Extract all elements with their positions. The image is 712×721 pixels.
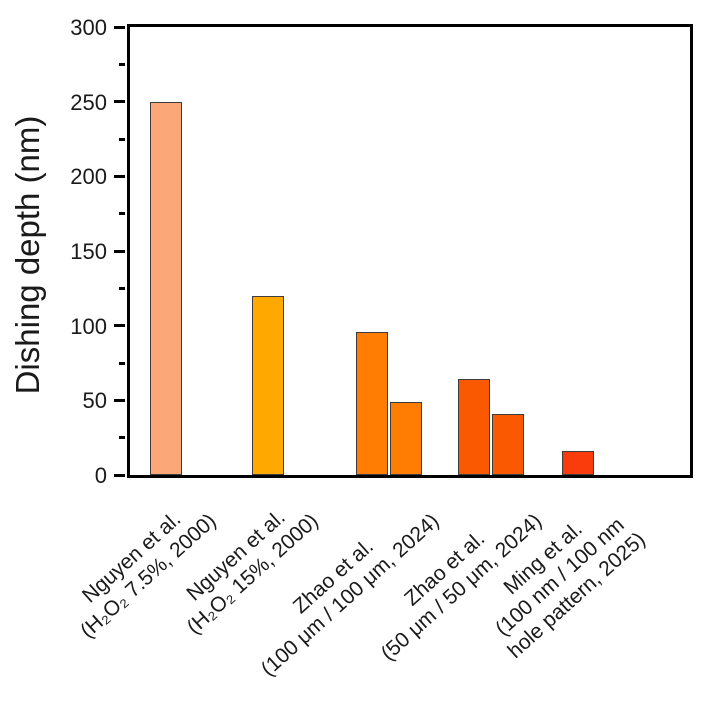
bar-group3-series2 xyxy=(390,401,423,475)
bar-group3-series1 xyxy=(356,331,389,475)
y-major-tick xyxy=(114,324,125,328)
y-major-tick xyxy=(114,473,125,477)
y-major-tick xyxy=(114,100,125,104)
y-minor-tick xyxy=(119,137,125,141)
y-minor-tick xyxy=(119,286,125,290)
y-major-tick xyxy=(114,398,125,402)
bar-group1-series1 xyxy=(150,101,183,475)
y-tick-label: 150 xyxy=(70,239,107,264)
y-tick-label: 300 xyxy=(70,15,107,40)
y-tick-label: 200 xyxy=(70,164,107,190)
y-tick-label: 0 xyxy=(94,463,107,488)
y-tick-label: 100 xyxy=(70,313,107,339)
plot-area: 0 50 100 150 200 250 300 Nguyen et al. (H₂O₂ 7.… xyxy=(70,15,693,681)
axes-frame xyxy=(127,24,693,478)
y-minor-tick xyxy=(119,212,125,216)
y-minor-tick xyxy=(119,361,125,365)
bar-group4-series2 xyxy=(492,413,525,475)
bar-group2-series1 xyxy=(252,295,285,475)
bar-group4-series1 xyxy=(458,379,491,475)
bar-group5-series1 xyxy=(562,451,595,475)
y-major-tick xyxy=(114,25,125,29)
y-minor-tick xyxy=(119,436,125,440)
y-tick-label: 250 xyxy=(70,89,107,115)
y-major-tick xyxy=(114,174,125,178)
bars-layer xyxy=(130,27,690,475)
y-tick-label: 50 xyxy=(82,388,107,414)
y-major-tick xyxy=(114,249,125,253)
y-minor-tick xyxy=(119,62,125,66)
